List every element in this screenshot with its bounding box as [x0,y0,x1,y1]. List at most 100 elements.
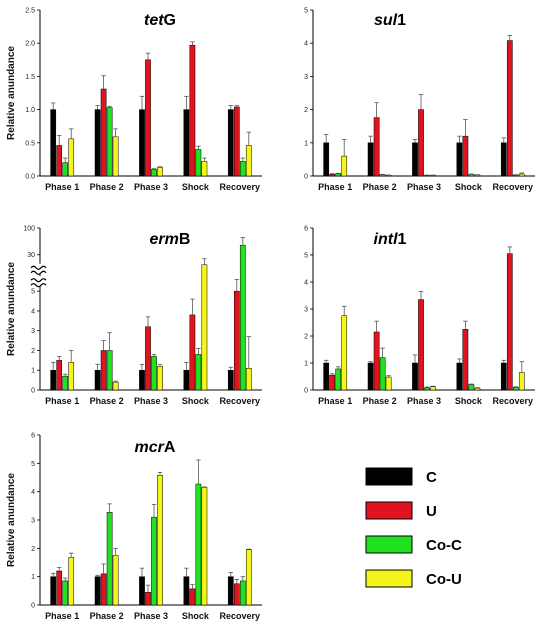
x-tick-label: Shock [182,182,210,192]
y-tick-label: 0 [304,174,308,181]
x-tick-label: Shock [455,396,483,406]
bar-co-c-recovery [239,580,246,606]
bar-co-c-shock [195,483,202,606]
legend: CU Co-C Co-U [365,467,462,588]
y-tick-label: 0 [31,603,35,610]
chart-title: sul1 [374,12,406,29]
x-tick-label: Phase 3 [407,182,441,192]
bar-u-phase-1 [56,570,63,606]
x-tick-label: Phase 2 [90,396,124,406]
bar-co-u-shock [474,387,481,391]
y-tick-label: 2 [31,546,35,553]
bar-co-c-recovery [239,244,246,391]
y-tick-label: 1 [31,368,35,375]
bar-c-shock [456,362,463,391]
bar-co-c-phase-2 [379,357,386,391]
bar-co-u-recovery [518,372,525,391]
x-tick-label: Phase 3 [134,396,168,406]
y-tick-label: 2 [304,107,308,114]
y-axis-label: Relative anundance [6,473,17,567]
x-tick-label: Recovery [493,396,534,406]
bar-c-phase-3 [139,109,145,177]
bar-co-u-shock [474,174,481,177]
bar-co-u-phase-2 [112,555,119,606]
y-axis-label: Relative anundance [6,262,17,356]
bar-c-phase-2 [94,109,101,177]
x-tick-label: Shock [182,396,210,406]
legend-label-c: C [426,469,437,486]
bar-u-phase-2 [100,350,107,391]
x-tick-label: Recovery [220,611,261,621]
x-tick-label: Phase 1 [45,182,79,192]
chart-title-gene: intl [374,231,399,248]
bar-co-u-phase-3 [430,175,436,177]
bar-u-phase-2 [100,573,107,606]
y-tick-label: 0 [304,388,308,395]
y-tick-label: 100 [23,226,35,233]
bar-u-phase-1 [56,360,63,391]
x-tick-label: Phase 3 [134,611,168,621]
y-axis-label: Relative anundance [6,46,17,140]
y-tick-label: 6 [31,433,35,440]
bar-u-recovery [233,106,240,177]
bar-c-phase-3 [139,369,145,391]
chart-panel-mcra: 0 1 2 3 4 5 6 Phase 1 Phase 2 Phase 3 Shock Recover… [6,433,262,621]
chart-panel-intl1: 0 1 2 3 4 5 6 Phase 1 Phase 2 Phase 3 Shock Recover… [304,226,535,406]
bar-co-c-phase-1 [62,580,69,606]
bar-c-phase-1 [50,109,57,177]
bar-co-c-phase-3 [151,516,157,606]
x-tick-label: Phase 2 [90,611,124,621]
y-tick-label: 2.5 [25,8,35,15]
axis-break-mark [30,270,47,275]
legend-swatch-co-u [365,569,413,588]
x-tick-label: Recovery [220,182,261,192]
bar-c-recovery [500,142,507,177]
bar-co-c-shock [195,354,202,391]
bar-c-recovery [227,576,234,606]
bar-co-c-recovery [512,174,519,177]
chart-title-suffix: B [179,231,191,248]
bar-u-phase-2 [373,117,380,177]
chart-title-gene: mcr [135,439,165,456]
x-tick-label: Recovery [493,182,534,192]
chart-title-suffix: G [164,12,176,29]
y-tick-label: 5 [304,8,308,15]
bar-c-phase-3 [412,142,418,177]
bar-u-recovery [506,40,513,177]
bar-c-phase-1 [323,362,330,391]
bar-u-shock [189,588,196,606]
bar-co-u-recovery [518,173,525,177]
bar-c-phase-1 [50,576,57,606]
axis-break-mark [30,283,47,288]
bar-u-phase-1 [56,145,63,177]
bar-u-shock [189,314,196,391]
y-tick-label: 1 [31,574,35,581]
bar-co-c-recovery [239,161,246,177]
chart-title-gene: erm [150,231,179,248]
bar-co-u-phase-2 [385,175,392,177]
legend-swatch-u [365,501,413,520]
axis-break-mark [30,265,47,270]
bar-c-shock [183,109,190,177]
bar-co-u-shock [201,161,208,177]
bar-co-u-phase-3 [157,366,163,391]
y-tick-label: 4 [31,489,35,496]
bar-u-phase-1 [329,174,336,177]
bar-u-recovery [233,583,240,606]
chart-title-suffix: 1 [397,12,406,29]
axis-break-mark [30,278,47,283]
bar-co-c-phase-3 [151,356,157,391]
bar-co-c-recovery [512,387,519,391]
bar-co-c-phase-2 [106,350,113,391]
bar-co-u-recovery [245,368,252,391]
bar-u-phase-2 [100,88,107,177]
bar-c-phase-3 [139,576,145,606]
bar-co-c-shock [468,384,475,391]
bar-c-phase-3 [412,362,418,391]
chart-panel-sul1: 0 1 2 3 4 5 Phase 1 Phase 2 Phase 3 Shock Recovery… [304,8,535,192]
chart-title: tetG [144,12,176,29]
bar-c-phase-1 [50,369,57,391]
legend-swatch-c [365,467,413,486]
x-tick-label: Shock [455,182,483,192]
bar-c-shock [183,369,190,391]
